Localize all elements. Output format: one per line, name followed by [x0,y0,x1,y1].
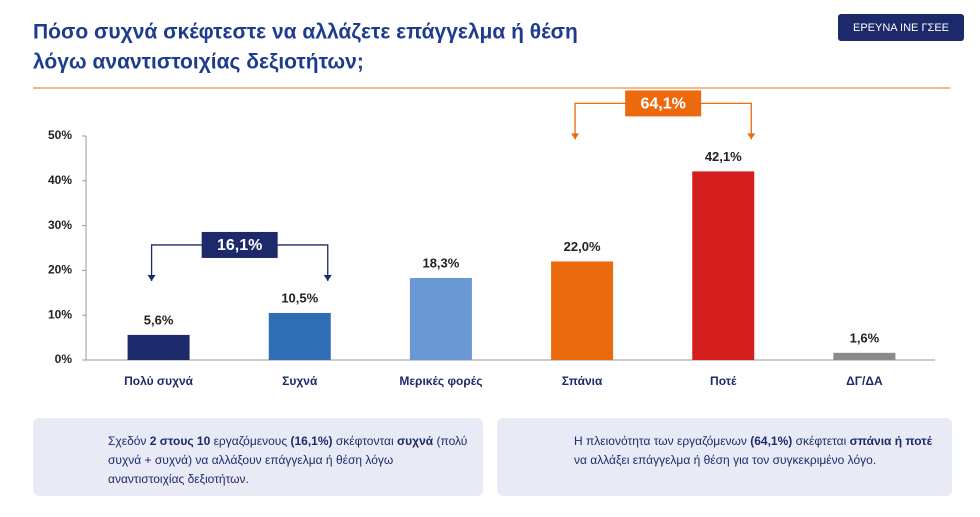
note-part: (πολύ συχνά + συχνά) να αλλάξουν επάγγελ… [108,434,468,486]
note-part: εργαζόμενους [210,434,291,448]
y-tick-label: 30% [48,218,72,232]
value-label: 22,0% [564,239,601,254]
bar [692,171,755,360]
value-label: 5,6% [144,312,174,327]
bar [268,312,331,360]
x-tick-label: ΔΓ/ΔΑ [846,374,883,388]
note-part: συχνά [396,434,434,448]
arrow-head [147,274,156,281]
note-part: (64,1%) [750,434,793,448]
note-part: Η πλειονότητα των εργαζόμενων [574,434,751,448]
note-box: Η πλειονότητα των εργαζόμενων (64,1%) σκ… [497,418,952,496]
chart-title: λόγω αναντιστοιχίας δεξιοτήτων; [33,51,364,74]
note-part: σκέφτεται [792,434,850,448]
y-tick-label: 10% [48,307,72,321]
bar [127,334,190,360]
x-tick-label: Πολύ συχνά [124,374,194,388]
y-tick-label: 50% [48,128,72,142]
badge-bg [838,14,964,41]
bar [833,352,896,360]
y-tick-label: 0% [55,352,73,366]
value-label: 1,6% [850,330,880,345]
badge: ΕΡΕΥΝΑ ΙΝΕ ΓΣΕΕ [853,22,949,34]
x-tick-label: Ποτέ [710,374,737,388]
bracket-box [625,90,702,117]
value-label: 42,1% [705,149,742,164]
value-label: 10,5% [281,290,318,305]
y-tick-label: 20% [48,263,72,277]
note-box: Σχεδόν 2 στους 10 εργαζόμενους (16,1%) σ… [33,418,483,496]
arrow-head [571,133,580,140]
y-tick-label: 40% [48,173,72,187]
x-tick-label: Σπάνια [562,374,603,388]
value-label: 18,3% [422,255,459,270]
x-tick-label: Μερικές φορές [399,374,482,388]
bar [551,261,614,360]
bracket-box [201,231,278,258]
note-text: Η πλειονότητα των εργαζόμενων (64,1%) σκ… [574,432,939,470]
bracket-label: 16,1% [217,237,262,254]
arrow-head [747,133,756,140]
note-part: 2 στους 10 [149,434,211,448]
arrow-head [323,274,332,281]
note-part: (16,1%) [290,434,333,448]
x-tick-label: Συχνά [282,374,318,388]
note-text: Σχεδόν 2 στους 10 εργαζόμενους (16,1%) σ… [108,432,468,489]
bar [409,278,472,360]
bracket-label: 64,1% [640,96,685,113]
chart-title: Πόσο συχνά σκέφτεστε να αλλάζετε επάγγελ… [33,21,578,44]
note-part: σκέφτονται [332,434,397,448]
note-part: να αλλάξει επάγγελμα ή θέση για τον συγκ… [574,453,877,467]
note-part: Σχεδόν [108,434,150,448]
note-part: σπάνια ή ποτέ [849,434,933,448]
